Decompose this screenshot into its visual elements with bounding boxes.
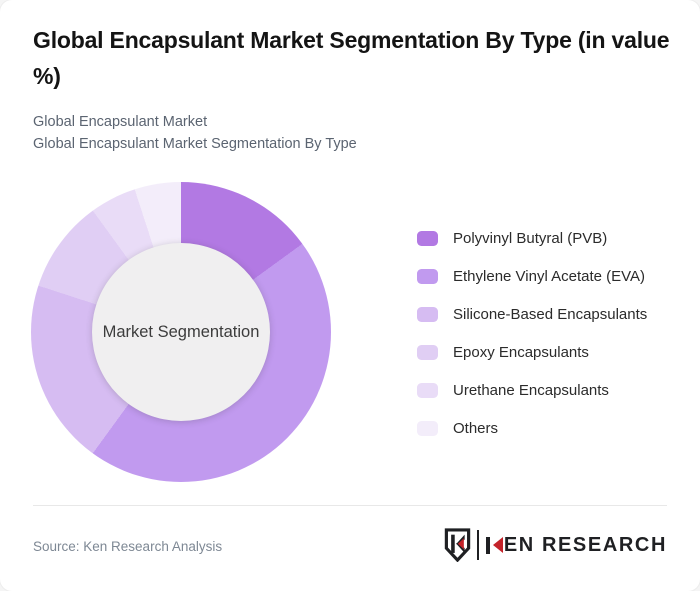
- legend-item: Urethane Encapsulants: [417, 382, 647, 399]
- legend-item: Epoxy Encapsulants: [417, 344, 647, 361]
- legend-item: Ethylene Vinyl Acetate (EVA): [417, 268, 647, 285]
- subtitle-line-2: Global Encapsulant Market Segmentation B…: [33, 135, 357, 152]
- page-title: Global Encapsulant Market Segmentation B…: [33, 27, 670, 89]
- legend-label: Ethylene Vinyl Acetate (EVA): [453, 268, 646, 285]
- source-note: Source: Ken Research Analysis: [33, 539, 223, 554]
- legend-label: Silicone-Based Encapsulants: [453, 306, 648, 323]
- legend-item: Others: [417, 420, 647, 437]
- donut-chart-container: Market Segmentation: [31, 182, 331, 482]
- logo-separator: [476, 530, 480, 560]
- legend-item: Polyvinyl Butyral (PVB): [417, 230, 647, 247]
- logo-wordmark: EN RESEARCH: [503, 534, 667, 556]
- ken-research-logo: EN RESEARCH: [444, 528, 667, 562]
- logo-k-bar: [486, 536, 491, 554]
- legend-swatch: [417, 345, 438, 360]
- legend: Polyvinyl Butyral (PVB) Ethylene Vinyl Ac…: [417, 230, 648, 459]
- logo-k-triangle-icon: [492, 537, 503, 553]
- shield-logo-icon: [444, 528, 471, 562]
- legend-swatch: [417, 421, 438, 436]
- legend-label: Urethane Encapsulants: [453, 382, 609, 399]
- legend-item: Silicone-Based Encapsulants: [417, 306, 648, 323]
- legend-label: Polyvinyl Butyral (PVB): [453, 230, 608, 247]
- legend-swatch: [417, 269, 438, 284]
- donut-center-label: Market Segmentation: [102, 322, 260, 341]
- footer-divider: [33, 505, 667, 506]
- legend-swatch: [417, 307, 438, 322]
- donut-center: Market Segmentation: [92, 243, 270, 421]
- legend-swatch: [417, 231, 438, 246]
- chart-subtitle: Global Encapsulant Market Global Encapsu…: [33, 112, 357, 155]
- legend-swatch: [417, 383, 438, 398]
- subtitle-line-1: Global Encapsulant Market: [33, 114, 208, 130]
- legend-label: Others: [453, 420, 499, 437]
- legend-label: Epoxy Encapsulants: [453, 344, 589, 361]
